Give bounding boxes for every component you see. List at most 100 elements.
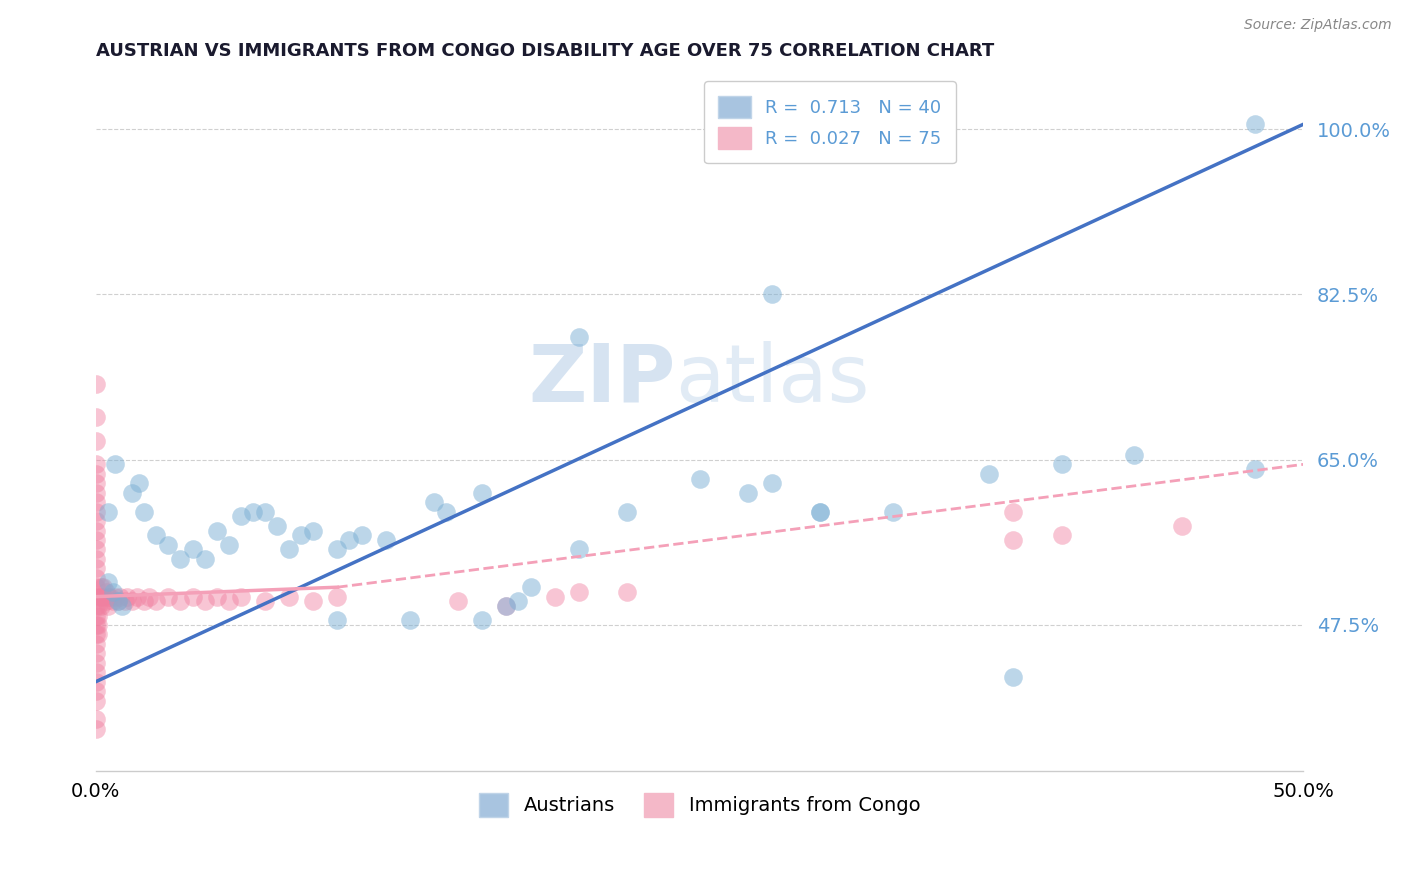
Point <box>101 585 124 599</box>
Point <box>145 528 167 542</box>
Point <box>568 585 591 599</box>
Point <box>87 627 110 641</box>
Point <box>84 722 107 736</box>
Point <box>761 287 783 301</box>
Point <box>157 590 180 604</box>
Point <box>90 580 112 594</box>
Point <box>108 590 131 604</box>
Point <box>121 594 143 608</box>
Point <box>84 485 107 500</box>
Point <box>84 608 107 623</box>
Point <box>134 505 156 519</box>
Legend: Austrians, Immigrants from Congo: Austrians, Immigrants from Congo <box>471 785 928 824</box>
Point <box>84 674 107 689</box>
Point <box>121 485 143 500</box>
Point <box>84 590 107 604</box>
Point <box>84 580 107 594</box>
Point <box>1243 117 1265 131</box>
Point <box>97 590 120 604</box>
Point <box>107 594 129 608</box>
Point <box>1002 670 1025 684</box>
Point <box>471 485 494 500</box>
Point <box>616 505 638 519</box>
Point <box>84 514 107 528</box>
Point <box>101 594 124 608</box>
Point <box>519 580 541 594</box>
Point <box>84 524 107 538</box>
Point <box>689 472 711 486</box>
Point <box>1002 533 1025 547</box>
Point <box>218 594 240 608</box>
Point <box>84 713 107 727</box>
Point <box>568 330 591 344</box>
Point <box>125 590 148 604</box>
Point <box>568 542 591 557</box>
Point <box>90 590 112 604</box>
Point <box>471 613 494 627</box>
Point <box>100 590 122 604</box>
Point <box>84 571 107 585</box>
Point <box>1171 518 1194 533</box>
Point <box>84 627 107 641</box>
Point <box>87 608 110 623</box>
Point <box>84 637 107 651</box>
Point <box>84 542 107 557</box>
Point <box>157 538 180 552</box>
Point <box>278 542 301 557</box>
Point <box>229 590 252 604</box>
Point <box>229 509 252 524</box>
Point <box>87 590 110 604</box>
Point <box>266 518 288 533</box>
Point <box>181 590 204 604</box>
Point <box>84 656 107 670</box>
Point <box>84 618 107 632</box>
Point <box>181 542 204 557</box>
Point <box>128 476 150 491</box>
Point <box>84 505 107 519</box>
Point <box>134 594 156 608</box>
Point <box>84 552 107 566</box>
Text: atlas: atlas <box>675 341 870 419</box>
Point <box>104 458 127 472</box>
Point <box>169 594 191 608</box>
Point <box>84 495 107 509</box>
Point <box>423 495 446 509</box>
Point <box>117 590 139 604</box>
Point <box>495 599 517 613</box>
Point <box>302 524 325 538</box>
Point <box>205 524 228 538</box>
Point <box>374 533 396 547</box>
Point <box>1050 458 1073 472</box>
Point <box>94 585 117 599</box>
Text: AUSTRIAN VS IMMIGRANTS FROM CONGO DISABILITY AGE OVER 75 CORRELATION CHART: AUSTRIAN VS IMMIGRANTS FROM CONGO DISABI… <box>96 42 994 60</box>
Point <box>97 599 120 613</box>
Text: Source: ZipAtlas.com: Source: ZipAtlas.com <box>1244 18 1392 32</box>
Point <box>87 618 110 632</box>
Point <box>1002 505 1025 519</box>
Point <box>979 467 1001 481</box>
Point <box>1123 448 1146 462</box>
Point <box>194 552 217 566</box>
Point <box>194 594 217 608</box>
Point <box>290 528 312 542</box>
Point <box>138 590 160 604</box>
Point <box>90 599 112 613</box>
Point <box>84 467 107 481</box>
Point <box>107 594 129 608</box>
Point <box>84 693 107 707</box>
Point <box>434 505 457 519</box>
Point <box>145 594 167 608</box>
Point <box>1243 462 1265 476</box>
Point <box>84 377 107 392</box>
Point <box>84 684 107 698</box>
Point <box>91 590 114 604</box>
Point <box>84 599 107 613</box>
Point <box>616 585 638 599</box>
Point <box>87 599 110 613</box>
Point <box>808 505 831 519</box>
Point <box>302 594 325 608</box>
Point <box>398 613 420 627</box>
Point <box>326 542 349 557</box>
Point <box>543 590 565 604</box>
Point <box>84 646 107 660</box>
